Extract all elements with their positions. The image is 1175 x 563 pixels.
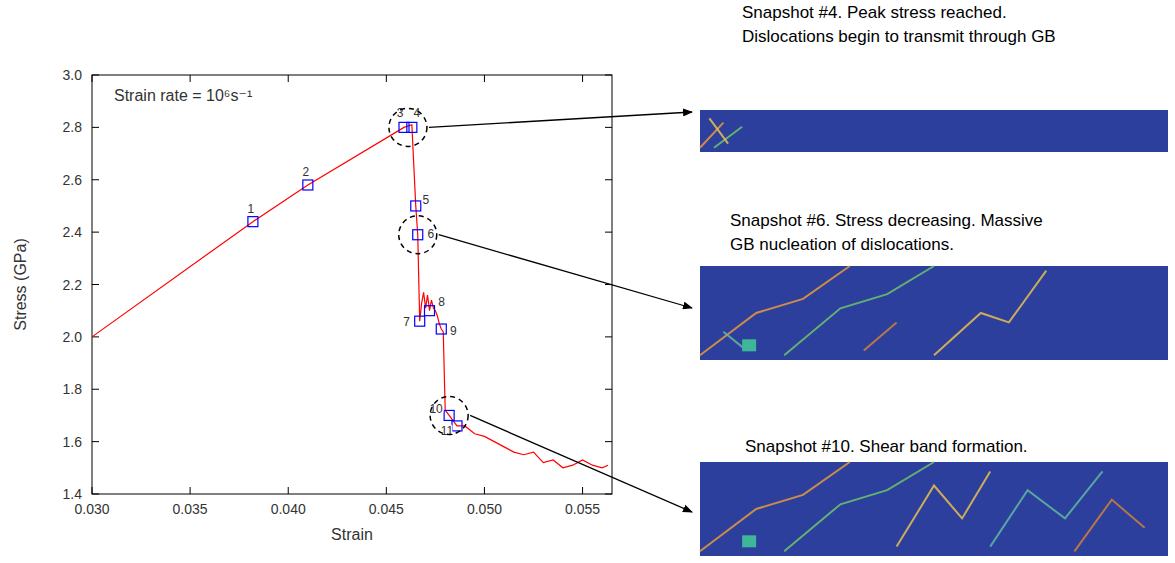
- dislocation-line: [700, 462, 850, 551]
- marker-label: 1: [248, 202, 255, 216]
- y-tick-mirror: [605, 75, 612, 76]
- y-tick: [92, 389, 99, 390]
- x-tick: [484, 487, 485, 494]
- y-tick-label: 2.8: [63, 119, 83, 135]
- y-tick: [92, 284, 99, 285]
- y-tick: [92, 75, 99, 76]
- y-tick-label: 2.6: [63, 172, 83, 188]
- x-tick-mirror: [582, 75, 583, 82]
- x-tick-mirror: [92, 75, 93, 82]
- marker-label: 2: [303, 165, 310, 179]
- x-tick-mirror: [386, 75, 387, 82]
- plot-frame: [92, 75, 612, 494]
- arrow: [429, 112, 692, 127]
- x-axis-title: Strain: [331, 526, 373, 543]
- highlight-circle: [389, 108, 427, 146]
- snapshot-caption: GB nucleation of dislocations.: [730, 235, 954, 254]
- y-tick-label: 1.6: [63, 434, 83, 450]
- y-tick: [92, 179, 99, 180]
- dislocation-line: [784, 462, 934, 551]
- y-tick-mirror: [605, 232, 612, 233]
- defect-patch: [742, 535, 756, 547]
- dislocation-line: [864, 322, 897, 350]
- highlight-circle: [399, 216, 437, 254]
- y-axis-title: Stress (GPa): [12, 238, 29, 330]
- snapshot-marker: [399, 122, 409, 132]
- snapshot-caption: Snapshot #6. Stress decreasing. Massive: [730, 211, 1043, 230]
- x-tick-label: 0.055: [565, 501, 600, 517]
- dislocation-line: [784, 266, 934, 355]
- x-tick-mirror: [190, 75, 191, 82]
- snapshot-marker: [425, 306, 435, 316]
- dislocation-line: [700, 266, 850, 355]
- snapshot-marker: [436, 324, 446, 334]
- y-tick-mirror: [605, 336, 612, 337]
- x-tick-mirror: [484, 75, 485, 82]
- snapshot-image: [700, 110, 1168, 152]
- marker-label: 7: [403, 315, 410, 329]
- snapshot-marker: [413, 230, 423, 240]
- y-tick-mirror: [605, 179, 612, 180]
- x-tick: [288, 487, 289, 494]
- snapshot-marker: [444, 410, 454, 420]
- snapshot-marker: [452, 421, 462, 431]
- y-tick: [92, 127, 99, 128]
- snapshot-marker: [407, 122, 417, 132]
- marker-label: 5: [422, 193, 429, 207]
- x-tick-label: 0.035: [173, 501, 208, 517]
- x-tick: [386, 487, 387, 494]
- y-tick: [92, 494, 99, 495]
- marker-label: 11: [441, 424, 454, 438]
- snapshot-marker: [415, 316, 425, 326]
- x-tick-label: 0.030: [74, 501, 109, 517]
- snapshot-marker: [303, 180, 313, 190]
- snapshot-caption: Dislocations begin to transmit through G…: [742, 27, 1056, 46]
- y-tick-label: 1.8: [63, 381, 83, 397]
- snapshot-caption: Snapshot #4. Peak stress reached.: [742, 3, 1007, 22]
- y-tick-label: 2.2: [63, 277, 83, 293]
- y-tick-mirror: [605, 494, 612, 495]
- x-tick: [582, 487, 583, 494]
- dislocation-line: [897, 471, 991, 546]
- defect-patch: [742, 339, 756, 351]
- y-tick-label: 3.0: [63, 67, 83, 83]
- marker-label: 9: [450, 324, 457, 338]
- marker-label: 8: [438, 295, 445, 309]
- x-tick-label: 0.045: [369, 501, 404, 517]
- chart: 0.030 0.035 0.040 0.045 0.050 0.055 1.4 1.6 1.8 2…: [0, 0, 1175, 563]
- x-tick: [190, 487, 191, 494]
- stress-strain-line: [92, 125, 608, 468]
- y-tick-mirror: [605, 127, 612, 128]
- dislocation-line: [709, 118, 728, 143]
- arrow: [439, 235, 692, 308]
- marker-labels: 1234567891011: [248, 106, 457, 438]
- y-tick-label: 1.4: [63, 486, 83, 502]
- x-tick-mirror: [288, 75, 289, 82]
- y-tick-mirror: [605, 441, 612, 442]
- snapshot-image: [700, 266, 1168, 360]
- snapshot-image: [700, 462, 1168, 556]
- dislocation-line: [1074, 500, 1144, 552]
- y-tick: [92, 441, 99, 442]
- plot-data: [92, 122, 608, 467]
- snapshot-marker: [248, 217, 258, 227]
- x-tick-label: 0.040: [271, 501, 306, 517]
- x-tick-label: 0.050: [467, 501, 502, 517]
- y-tick-mirror: [605, 389, 612, 390]
- highlight-circle: [430, 396, 468, 434]
- y-tick: [92, 232, 99, 233]
- dislocation-line: [934, 271, 1046, 356]
- chart-title: Strain rate = 10⁶s⁻¹: [114, 87, 252, 104]
- snapshot-marker: [411, 201, 421, 211]
- marker-label: 6: [427, 227, 434, 241]
- x-tick: [92, 487, 93, 494]
- snapshot-caption: Snapshot #10. Shear band formation.: [745, 437, 1028, 456]
- marker-label: 4: [414, 106, 421, 120]
- y-tick-label: 2.4: [63, 224, 83, 240]
- arrow: [470, 415, 692, 512]
- y-tick-label: 2.0: [63, 329, 83, 345]
